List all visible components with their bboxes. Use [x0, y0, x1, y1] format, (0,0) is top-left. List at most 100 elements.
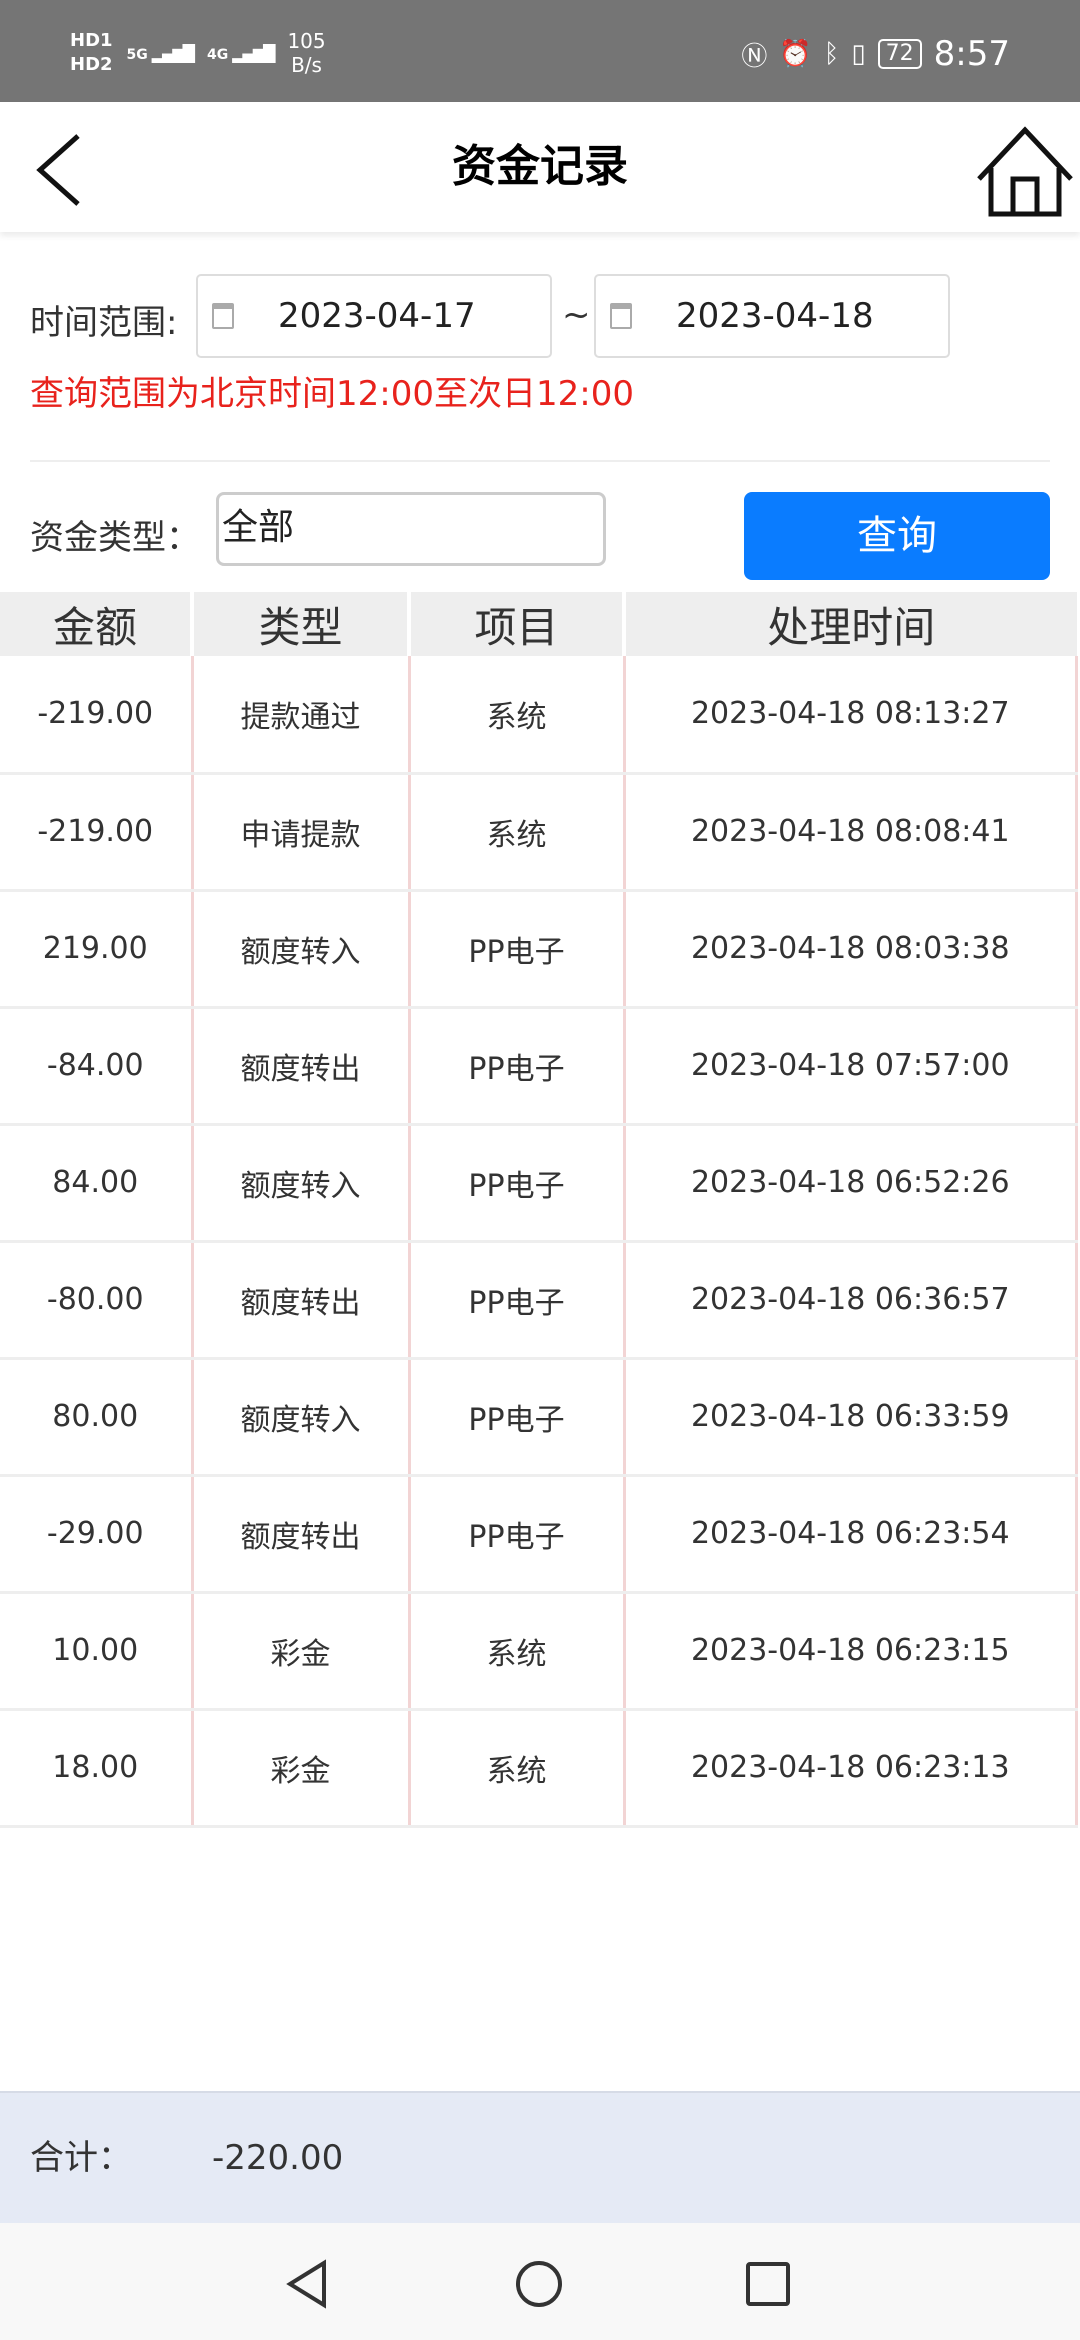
- amount-cell: 18.00: [0, 1709, 192, 1828]
- page-title: 资金记录: [452, 141, 628, 192]
- system-nav-bar: [0, 2223, 1080, 2340]
- type-cell: 提款通过: [190, 656, 409, 775]
- time-range-label: 时间范围:: [30, 303, 178, 343]
- sim-indicators: HD1 HD2: [70, 29, 113, 77]
- type-cell: 额度转出: [190, 1475, 409, 1594]
- fund-type-select[interactable]: 全部: [216, 492, 606, 566]
- amount-cell: 219.00: [0, 890, 192, 1009]
- table-row: 84.00 额度转入 PP电子 2023-04-18 06:52:26: [0, 1124, 1078, 1243]
- amount-cell: -80.00: [0, 1241, 192, 1360]
- project-cell: 系统: [407, 1709, 624, 1828]
- time-cell: 2023-04-18 06:23:15: [622, 1592, 1078, 1711]
- sim1: HD1: [70, 30, 113, 51]
- divider: [30, 460, 1050, 462]
- time-cell: 2023-04-18 08:13:27: [622, 656, 1078, 775]
- type-cell: 额度转入: [190, 1124, 409, 1243]
- amount-cell: -29.00: [0, 1475, 192, 1594]
- column-header: 类型: [190, 592, 409, 656]
- query-range-note: 查询范围为北京时间12:00至次日12:00: [30, 374, 634, 414]
- time-cell: 2023-04-18 06:33:59: [622, 1358, 1078, 1477]
- table-header: 金额 类型 项目 处理时间: [0, 592, 1077, 656]
- project-cell: 系统: [407, 1592, 624, 1711]
- time-cell: 2023-04-18 07:57:00: [622, 1007, 1078, 1126]
- table-row: -219.00 提款通过 系统 2023-04-18 08:13:27: [0, 656, 1078, 775]
- column-header: 金额: [0, 592, 192, 656]
- alarm-icon: ⏰: [779, 39, 812, 69]
- table-row: -29.00 额度转出 PP电子 2023-04-18 06:23:54: [0, 1475, 1078, 1594]
- status-right: Ⓝ ⏰ ᛒ ▯ 72 8:57: [741, 34, 1010, 74]
- home-icon[interactable]: [975, 124, 1075, 219]
- project-cell: PP电子: [407, 1358, 624, 1477]
- back-icon[interactable]: [30, 130, 90, 210]
- type-cell: 额度转出: [190, 1241, 409, 1360]
- speed-unit: B/s: [291, 53, 322, 77]
- nfc-icon: Ⓝ: [741, 41, 768, 72]
- type-cell: 额度转入: [190, 1358, 409, 1477]
- nav-recents-icon[interactable]: [745, 2261, 791, 2307]
- signal-5g-icon: 5G ▂▄▆█: [126, 43, 195, 63]
- start-date-input[interactable]: 2023-04-17: [196, 274, 552, 358]
- time-cell: 2023-04-18 08:03:38: [622, 890, 1078, 1009]
- status-bar: HD1 HD2 5G ▂▄▆█ 4G ▂▄▆█ 105 B/s Ⓝ ⏰ ᛒ ▯ 72 8…: [0, 0, 1080, 102]
- table-row: -80.00 额度转出 PP电子 2023-04-18 06:36:57: [0, 1241, 1078, 1360]
- clock: 8:57: [933, 34, 1010, 74]
- calendar-icon: [610, 303, 632, 329]
- time-cell: 2023-04-18 06:36:57: [622, 1241, 1078, 1360]
- time-cell: 2023-04-18 06:52:26: [622, 1124, 1078, 1243]
- signal-bars-icon: ▂▄▆█: [151, 43, 195, 63]
- end-date-input[interactable]: 2023-04-18: [594, 274, 950, 358]
- sim2: HD2: [70, 54, 113, 75]
- amount-cell: 84.00: [0, 1124, 192, 1243]
- total-bar: 合计： -220.00: [0, 2091, 1080, 2223]
- start-date-value: 2023-04-17: [278, 296, 476, 336]
- nav-home-icon[interactable]: [514, 2259, 564, 2309]
- table-row: 219.00 额度转入 PP电子 2023-04-18 08:03:38: [0, 890, 1078, 1009]
- net1: 5G: [126, 46, 148, 63]
- signal-4g-icon: 4G ▂▄▆█: [206, 43, 275, 63]
- net-speed: 105 B/s: [287, 29, 325, 77]
- type-cell: 申请提款: [190, 773, 409, 892]
- project-cell: PP电子: [407, 1124, 624, 1243]
- table-row: 80.00 额度转入 PP电子 2023-04-18 06:33:59: [0, 1358, 1078, 1477]
- project-cell: PP电子: [407, 890, 624, 1009]
- type-cell: 彩金: [190, 1709, 409, 1828]
- amount-cell: -219.00: [0, 773, 192, 892]
- project-cell: 系统: [407, 656, 624, 775]
- net2: 4G: [206, 46, 229, 63]
- vibrate-icon: ▯: [851, 39, 866, 69]
- battery-icon: 72: [877, 39, 922, 69]
- end-date-value: 2023-04-18: [676, 296, 874, 336]
- speed-value: 105: [287, 29, 326, 53]
- time-cell: 2023-04-18 06:23:13: [622, 1709, 1078, 1828]
- total-value: -220.00: [212, 2138, 344, 2178]
- fund-type-label: 资金类型：: [30, 518, 200, 558]
- project-cell: 系统: [407, 773, 624, 892]
- type-cell: 额度转入: [190, 890, 409, 1009]
- table-row: -219.00 申请提款 系统 2023-04-18 08:08:41: [0, 773, 1078, 892]
- fund-records-table: 金额 类型 项目 处理时间 -219.00 提款通过 系统 2023-04-18 08:13…: [0, 592, 1078, 1828]
- nav-back-icon[interactable]: [282, 2259, 332, 2309]
- time-cell: 2023-04-18 08:08:41: [622, 773, 1078, 892]
- table-row: 10.00 彩金 系统 2023-04-18 06:23:15: [0, 1592, 1078, 1711]
- column-header: 处理时间: [622, 592, 1077, 656]
- project-cell: PP电子: [407, 1007, 624, 1126]
- type-cell: 彩金: [190, 1592, 409, 1711]
- status-left: HD1 HD2 5G ▂▄▆█ 4G ▂▄▆█ 105 B/s: [70, 26, 326, 80]
- table-row: 18.00 彩金 系统 2023-04-18 06:23:13: [0, 1709, 1078, 1828]
- amount-cell: -84.00: [0, 1007, 192, 1126]
- query-button[interactable]: 查询: [744, 492, 1050, 580]
- time-cell: 2023-04-18 06:23:54: [622, 1475, 1078, 1594]
- date-separator: ~: [562, 295, 591, 335]
- bluetooth-icon: ᛒ: [823, 39, 840, 69]
- amount-cell: 10.00: [0, 1592, 192, 1711]
- project-cell: PP电子: [407, 1475, 624, 1594]
- amount-cell: 80.00: [0, 1358, 192, 1477]
- amount-cell: -219.00: [0, 656, 192, 775]
- type-cell: 额度转出: [190, 1007, 409, 1126]
- calendar-icon: [212, 303, 234, 329]
- app-header: 资金记录: [0, 102, 1080, 232]
- table-row: -84.00 额度转出 PP电子 2023-04-18 07:57:00: [0, 1007, 1078, 1126]
- signal-bars-icon: ▂▄▆█: [232, 43, 275, 63]
- column-header: 项目: [407, 592, 624, 656]
- project-cell: PP电子: [407, 1241, 624, 1360]
